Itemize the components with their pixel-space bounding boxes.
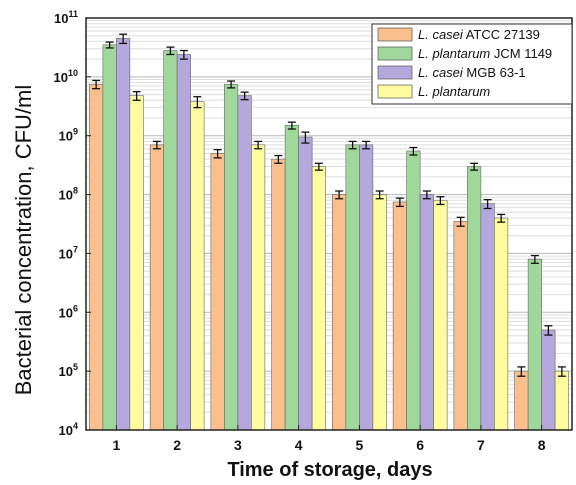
- y-axis-ticks: 104 105 106 107 108 109 1010 1011: [54, 9, 91, 438]
- bar: [116, 38, 131, 431]
- bar: [467, 166, 482, 431]
- x-tick-label: 4: [295, 437, 303, 453]
- bar: [251, 144, 266, 431]
- bar: [89, 83, 104, 431]
- x-tick-label: 6: [416, 437, 424, 453]
- bar: [514, 370, 529, 431]
- legend-entry: L. plantarum JCM 1149: [418, 46, 552, 61]
- legend-entry: L. plantarum: [418, 84, 490, 99]
- y-tick-label: 1010: [54, 68, 78, 85]
- x-tick-label: 2: [173, 437, 181, 453]
- bar: [359, 144, 374, 431]
- bar: [149, 144, 164, 431]
- x-tick-label: 7: [477, 437, 485, 453]
- legend: L. casei ATCC 27139 L. plantarum JCM 1149…: [371, 23, 573, 105]
- x-tick-label: 5: [355, 437, 363, 453]
- x-tick-label: 8: [538, 437, 546, 453]
- y-tick-label: 109: [59, 127, 78, 144]
- y-tick-label: 108: [59, 186, 78, 203]
- bar: [433, 199, 448, 431]
- y-tick-label: 104: [59, 421, 78, 438]
- bar: [541, 329, 556, 431]
- bar: [480, 203, 495, 431]
- bar: [311, 166, 326, 431]
- legend-swatch: [377, 46, 413, 61]
- x-axis-ticks: 1 2 3 4 5 6 7 8: [112, 425, 546, 453]
- bar: [453, 221, 468, 431]
- y-tick-label: 107: [59, 244, 78, 261]
- bar: [284, 125, 299, 431]
- x-tick-label: 1: [112, 437, 120, 453]
- legend-swatch: [377, 65, 413, 80]
- x-axis-label: Time of storage, days: [227, 459, 432, 481]
- bar: [554, 370, 569, 431]
- legend-entry: L. casei ATCC 27139: [418, 27, 540, 42]
- bar: [163, 50, 178, 431]
- bar: [129, 95, 144, 431]
- bar: [210, 153, 225, 431]
- x-tick-label: 3: [234, 437, 242, 453]
- bar: [224, 83, 239, 431]
- bar: [271, 158, 286, 431]
- y-tick-label: 1011: [54, 9, 78, 26]
- error-bars: [92, 33, 566, 377]
- bar: [345, 144, 360, 431]
- legend-entry: L. casei MGB 63-1: [418, 65, 526, 80]
- bar: [406, 150, 421, 431]
- bar: [176, 54, 191, 431]
- bar: [419, 194, 434, 431]
- y-tick-label: 105: [59, 362, 78, 379]
- bar: [237, 95, 252, 431]
- y-axis-label: Bacterial concentration, CFU/ml: [11, 85, 36, 396]
- bar: [392, 201, 407, 431]
- bar: [102, 44, 117, 431]
- bar: [372, 194, 387, 431]
- bar: [298, 136, 313, 431]
- plot-frame: [85, 17, 573, 431]
- bar: [527, 258, 542, 431]
- bar: [190, 101, 205, 431]
- bar: [494, 217, 509, 431]
- legend-swatch: [377, 27, 413, 42]
- legend-swatch: [377, 84, 413, 99]
- bar: [332, 194, 347, 431]
- y-tick-label: 106: [59, 303, 78, 320]
